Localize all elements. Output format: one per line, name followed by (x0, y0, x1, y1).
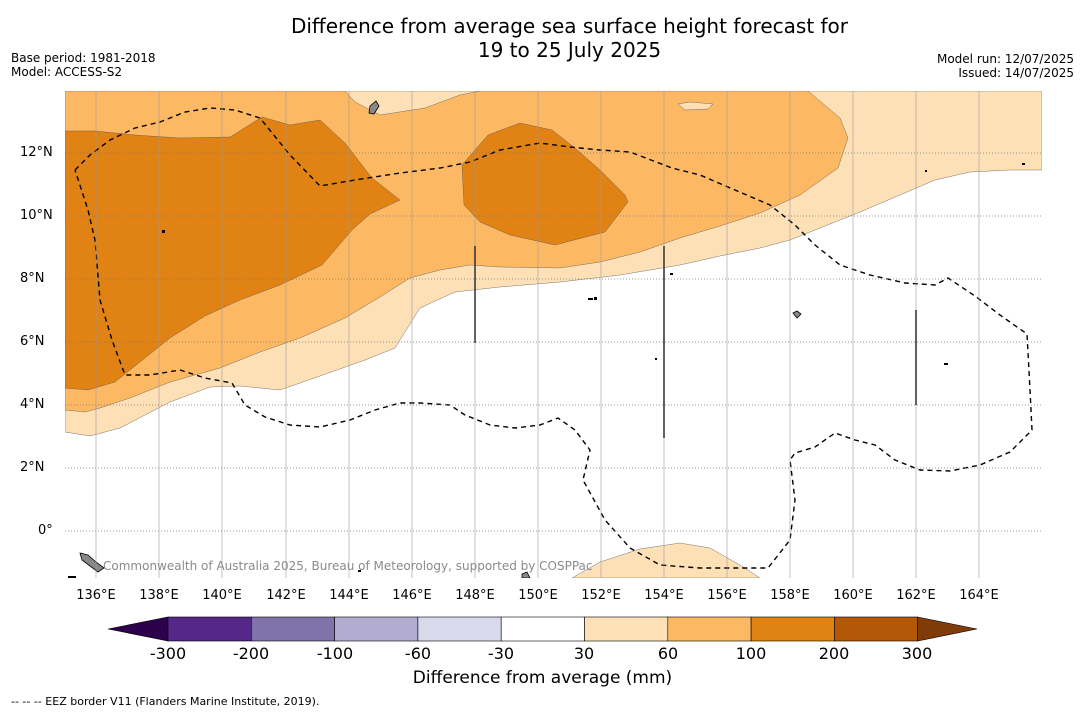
lon-label: 152°E (581, 588, 621, 603)
colorbar-bin (334, 616, 419, 642)
lat-gridlines (65, 152, 1042, 532)
lon-label: 154°E (644, 588, 684, 603)
colorbar-tick-label: 30 (573, 644, 595, 663)
colorbar-tick-label: 60 (657, 644, 679, 663)
colorbar-bin (750, 616, 835, 642)
colorbar-tick-label: 300 (901, 644, 933, 663)
colorbar-bin (667, 616, 752, 642)
base-period-text: Base period: 1981-2018 (11, 51, 156, 65)
model-text: Model: ACCESS-S2 (11, 65, 123, 79)
lat-label: 8°N (20, 271, 45, 286)
model-run-text: Model run: 12/07/2025 (936, 52, 1074, 66)
lat-label: 2°N (20, 460, 45, 475)
colorbar-tick-label: -30 (487, 644, 515, 663)
map-title: Difference from average sea surface heig… (0, 14, 1085, 62)
colorbar-tick-label: -100 (316, 644, 354, 663)
colorbar-tick-label: -60 (404, 644, 432, 663)
colorbar-extend-low (107, 616, 169, 642)
issued-text: Issued: 14/07/2025 (958, 66, 1074, 80)
footer-note: -- -- -- EEZ border V11 (Flanders Marine… (11, 695, 320, 708)
lon-label: 146°E (392, 588, 432, 603)
colorbar-tick-label: 200 (818, 644, 850, 663)
credit-text: Commonwealth of Australia 2025, Bureau o… (103, 559, 593, 573)
anomaly-contours (65, 91, 1042, 578)
lat-label: 4°N (20, 397, 45, 412)
lon-label: 144°E (329, 588, 369, 603)
colorbar-extend-high (917, 616, 978, 642)
colorbar-title: Difference from average (mm) (412, 668, 673, 688)
contour-band-100-200-central (461, 122, 629, 246)
contour-hole-north (677, 101, 714, 111)
colorbar-bin (417, 616, 502, 642)
small-islands (68, 163, 1025, 578)
contour-band-30-60-south (571, 542, 761, 578)
lat-label: 12°N (20, 145, 53, 160)
lon-label: 140°E (202, 588, 242, 603)
lon-label: 160°E (833, 588, 873, 603)
meta-right: Model run: 12/07/2025 Issued: 14/07/2025 (937, 52, 1074, 80)
lon-label: 138°E (139, 588, 179, 603)
eez-border (74, 107, 1033, 569)
lat-label: 6°N (20, 334, 45, 349)
island (521, 571, 531, 578)
meta-left: Base period: 1981-2018 Model: ACCESS-S2 (11, 51, 156, 79)
island (792, 310, 802, 319)
lon-label: 164°E (959, 588, 999, 603)
lon-label: 162°E (896, 588, 936, 603)
colorbar-tick-label: 100 (735, 644, 767, 663)
island (368, 100, 380, 115)
lon-label: 142°E (266, 588, 306, 603)
colorbar-bin (834, 616, 919, 642)
colorbar-bin (251, 616, 335, 642)
lon-label: 148°E (455, 588, 495, 603)
lon-label: 158°E (770, 588, 810, 603)
lon-label: 136°E (76, 588, 116, 603)
title-line-1: Difference from average sea surface heig… (290, 14, 849, 38)
colorbar-bin (500, 616, 585, 642)
lat-label: 0° (38, 523, 53, 538)
colorbar-tick-label: -200 (232, 644, 270, 663)
colorbar-bin (584, 616, 669, 642)
contour-band-100-200-west (65, 116, 401, 391)
lon-label: 156°E (707, 588, 747, 603)
lat-label: 10°N (20, 208, 53, 223)
title-line-2: 19 to 25 July 2025 (477, 38, 662, 62)
colorbar-bin (167, 616, 252, 642)
colorbar-tick-label: -300 (149, 644, 187, 663)
lon-label: 150°E (518, 588, 558, 603)
lon-gridlines (95, 91, 980, 578)
island (79, 552, 105, 573)
